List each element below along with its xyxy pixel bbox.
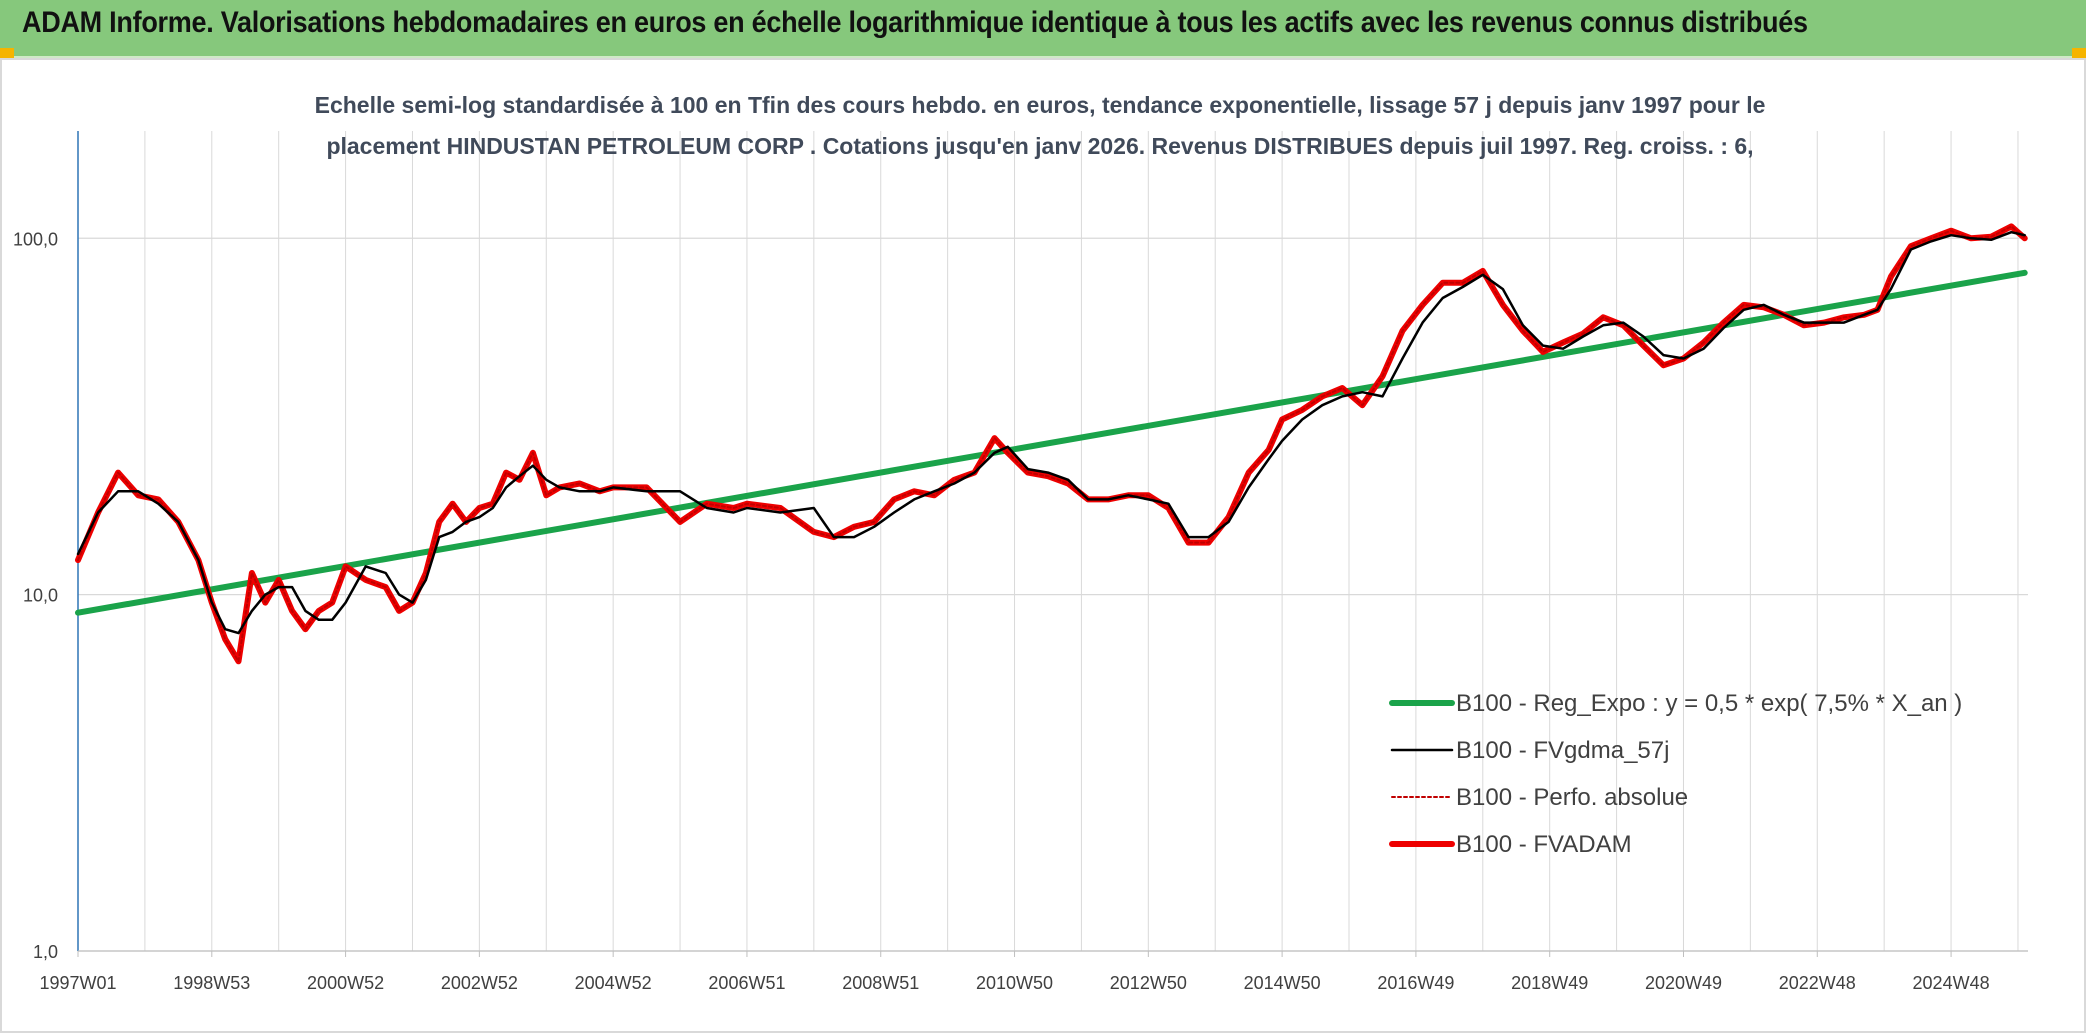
x-tick-label: 2022W48: [1779, 973, 1856, 993]
x-tick-label: 2008W51: [842, 973, 919, 993]
x-tick-label: 2012W50: [1110, 973, 1187, 993]
x-tick-label: 2016W49: [1377, 973, 1454, 993]
chart-subtitle-line-1: Echelle semi-log standardisée à 100 en T…: [315, 92, 1766, 118]
chart-legend: B100 - Reg_Expo : y = 0,5 * exp( 7,5% * …: [1389, 690, 1962, 858]
chart-subtitle-line-2: placement HINDUSTAN PETROLEUM CORP . Cot…: [326, 133, 1753, 159]
x-tick-label: 1997W01: [39, 973, 116, 993]
series-layer: [75, 223, 2028, 665]
chart-subtitle: Echelle semi-log standardisée à 100 en T…: [315, 92, 1766, 159]
series-line-0: [75, 269, 2028, 616]
x-tick-label: 2024W48: [1913, 973, 1990, 993]
x-tick-label: 2020W49: [1645, 973, 1722, 993]
y-tick-label: 1,0: [33, 942, 58, 962]
y-tick-label: 100,0: [13, 229, 58, 249]
x-tick-label: 2002W52: [441, 973, 518, 993]
legend-label-1: B100 - FVgdma_57j: [1456, 737, 1669, 764]
legend-label-0: B100 - Reg_Expo : y = 0,5 * exp( 7,5% * …: [1456, 690, 1962, 717]
y-tick-label: 10,0: [23, 586, 58, 606]
x-tick-label: 2014W50: [1244, 973, 1321, 993]
legend-label-2: B100 - Perfo. absolue: [1456, 784, 1688, 811]
legend-label-3: B100 - FVADAM: [1456, 831, 1632, 858]
corner-marker-left: [0, 48, 14, 58]
chart-frame: [0, 58, 2086, 1033]
header-bar: ADAM Informe. Valorisations hebdomadaire…: [0, 0, 2086, 58]
x-tick-label: 1998W53: [173, 973, 250, 993]
x-tick-label: 2018W49: [1511, 973, 1588, 993]
corner-marker-right: [2072, 48, 2086, 58]
x-tick-label: 2004W52: [575, 973, 652, 993]
axis-layer: 100,0 10,0 1,0 1997W01 1998W53 2000W52 2002W52…: [13, 131, 2028, 993]
series-line-2: [77, 225, 2026, 663]
series-line-1: [76, 230, 2026, 635]
x-tick-label: 2000W52: [307, 973, 384, 993]
x-tick-label: 2006W51: [708, 973, 785, 993]
x-tick-label: 2010W50: [976, 973, 1053, 993]
grid-layer: [77, 131, 2028, 952]
page-title: ADAM Informe. Valorisations hebdomadaire…: [22, 6, 1808, 39]
